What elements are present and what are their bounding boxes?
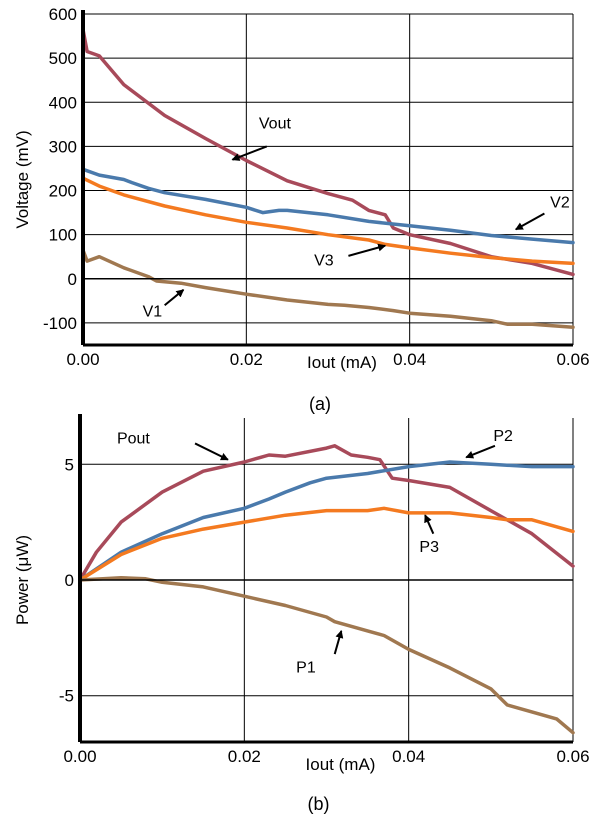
series-line-v2 [81,167,575,245]
annotation-arrow [348,243,387,257]
annotations: Vout V2 V3 V1 [143,116,570,321]
voltage-chart: 0.00 0.02 0.04 0.06 -100 0 100 200 300 400 500 600 I… [13,5,590,414]
annotation-arrow [333,629,344,655]
y-tick-label: 0 [68,270,77,289]
x-tick-label: 0.00 [66,350,99,369]
series-line-vout [81,27,575,277]
x-axis-label: Iout (mA) [306,755,376,774]
series-group [81,27,575,330]
annotation-arrow [164,289,185,307]
x-tick-label: 0.04 [393,350,426,369]
series-line-v1 [81,248,575,330]
axes [78,414,573,744]
annotation-arrow [424,514,435,535]
annotation-label: V1 [143,303,163,320]
y-tick-label: 5 [65,455,74,474]
annotation-arrow [465,444,496,459]
y-axis-label: Power (μW) [13,535,32,625]
annotation-arrow [514,212,545,231]
tick-labels: 0.00 0.02 0.04 0.06 -5 0 5 [59,455,590,766]
x-axis-label: Iout (mA) [307,353,377,372]
y-axis-label: Voltage (mV) [13,130,32,228]
annotation-label: V3 [314,253,334,270]
x-tick-label: 0.02 [230,350,263,369]
gridlines [83,13,574,345]
y-tick-label: 300 [49,137,77,156]
annotation-label: P1 [296,660,316,677]
x-tick-label: 0.04 [392,747,425,766]
annotations: Pout P2 P3 P1 [117,428,513,676]
y-tick-label: 0 [65,571,74,590]
y-tick-label: 100 [49,226,77,245]
series-line-v3 [81,176,575,266]
y-tick-label: -100 [43,314,77,333]
annotation-label: Pout [117,430,150,447]
series-group [78,444,575,735]
annotation-arrow [231,145,268,161]
annotation-arrow [194,442,229,461]
y-tick-label: 400 [49,93,77,112]
series-line-p1 [78,575,575,735]
x-tick-label: 0.06 [556,350,589,369]
figure-caption: (a) [309,394,331,414]
tick-labels: 0.00 0.02 0.04 0.06 -100 0 100 200 300 400 500 600 [43,5,590,369]
figure-caption: (b) [308,794,330,814]
y-tick-label: 500 [49,49,77,68]
annotation-label: P3 [419,539,439,556]
x-tick-label: 0.06 [556,747,589,766]
axes [81,10,573,347]
annotation-label: P2 [493,428,513,445]
series-line-pout [78,444,575,582]
annotation-label: Vout [259,116,292,133]
series-line-p2 [78,460,575,582]
y-tick-label: 200 [49,182,77,201]
y-tick-label: -5 [59,687,74,706]
x-tick-label: 0.00 [63,747,96,766]
x-tick-label: 0.02 [228,747,261,766]
series-line-p3 [78,506,575,582]
y-tick-label: 600 [49,5,77,24]
power-chart: 0.00 0.02 0.04 0.06 -5 0 5 Iout (mA) Power (μW) (… [13,414,590,814]
annotation-label: V2 [550,194,570,211]
